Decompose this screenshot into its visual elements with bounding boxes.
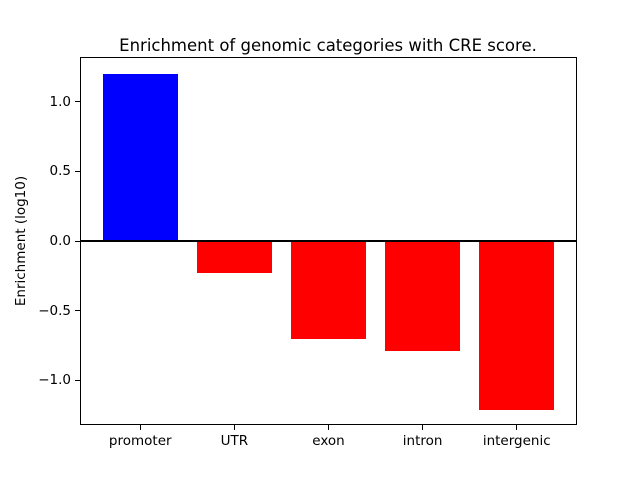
y-tick	[75, 379, 80, 381]
bar-promoter	[102, 73, 178, 241]
y-tick	[75, 170, 80, 172]
x-tick	[139, 425, 141, 430]
x-tick	[516, 425, 518, 430]
bar-UTR	[196, 241, 273, 274]
zero-line	[80, 240, 577, 242]
x-tick-label-intron: intron	[402, 433, 443, 449]
y-tick-label: 1.0	[49, 93, 71, 110]
y-tick	[75, 310, 80, 312]
y-tick	[75, 101, 80, 103]
x-tick	[422, 425, 424, 430]
y-tick-label: −1.0	[38, 372, 71, 389]
x-tick	[233, 425, 235, 430]
x-tick-label-promoter: promoter	[108, 433, 172, 449]
x-tick-label-intergenic: intergenic	[482, 433, 551, 449]
y-tick-label: 0.5	[49, 163, 71, 180]
y-tick-label: 0.0	[49, 233, 71, 249]
bar-intron	[384, 241, 461, 352]
bar-intergenic	[479, 241, 555, 410]
x-tick-label-UTR: UTR	[220, 433, 249, 449]
chart-title: Enrichment of genomic categories with CR…	[119, 36, 537, 55]
x-tick	[328, 425, 329, 430]
y-tick-label: −0.5	[38, 302, 71, 319]
bar-exon	[290, 241, 367, 339]
y-tick	[75, 240, 80, 242]
x-tick-label-exon: exon	[312, 433, 345, 449]
